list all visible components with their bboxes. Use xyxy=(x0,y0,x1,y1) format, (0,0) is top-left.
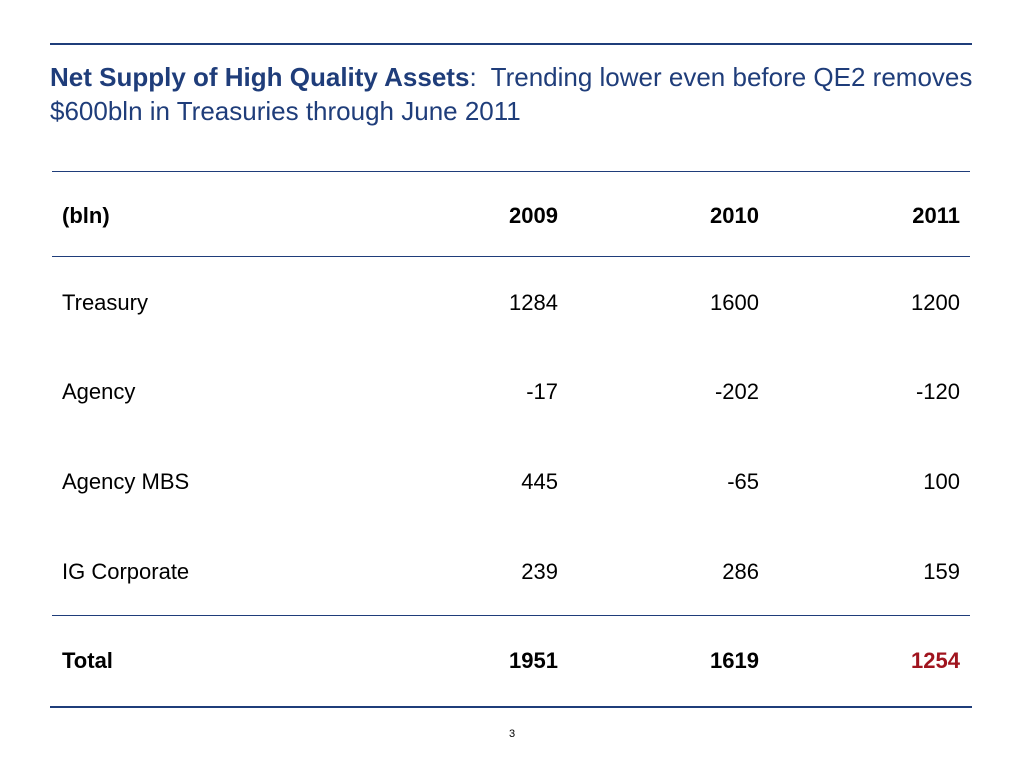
total-top-rule xyxy=(52,615,970,616)
table-row-treasury: Treasury 1284 1600 1200 xyxy=(52,283,970,323)
header-year-2011: 2011 xyxy=(912,203,960,228)
top-rule xyxy=(50,43,972,45)
row-value-2011: 159 xyxy=(923,559,960,584)
table-header-row: (bln) 2009 2010 2011 xyxy=(52,196,970,236)
title-bold-part: Net Supply of High Quality Assets xyxy=(50,62,470,92)
header-year-2010: 2010 xyxy=(710,203,759,228)
header-bottom-rule xyxy=(52,256,970,257)
table-top-rule xyxy=(52,171,970,172)
bottom-rule xyxy=(50,706,972,708)
row-value-2011: 1200 xyxy=(911,290,960,315)
row-label: Treasury xyxy=(62,290,148,315)
title-separator: : xyxy=(469,62,477,92)
title-rest: Trending lower even before QE2 removes $… xyxy=(50,62,973,126)
row-value-2011: -120 xyxy=(915,379,960,404)
row-value-2009: -17 xyxy=(526,379,558,404)
total-value-2010: 1619 xyxy=(710,648,759,673)
table-row-total: Total 1951 1619 1254 xyxy=(52,641,970,681)
row-value-2010: 1600 xyxy=(710,290,759,315)
header-year-2009: 2009 xyxy=(509,203,558,228)
row-value-2011: 100 xyxy=(923,469,960,494)
row-value-2010: 286 xyxy=(722,559,759,584)
table-row-agency: Agency -17 -202 -120 xyxy=(52,372,970,412)
row-value-2009: 1284 xyxy=(509,290,558,315)
page-number: 3 xyxy=(508,728,516,740)
row-label: Agency MBS xyxy=(62,469,190,494)
table-row-ig-corporate: IG Corporate 239 286 159 xyxy=(52,552,970,592)
table-row-agency-mbs: Agency MBS 445 -65 100 xyxy=(52,462,970,502)
header-label: (bln) xyxy=(62,203,110,228)
slide-title: Net Supply of High Quality Assets: Trend… xyxy=(50,60,980,128)
total-label: Total xyxy=(62,648,113,673)
row-value-2009: 445 xyxy=(521,469,558,494)
row-label: Agency xyxy=(62,379,136,404)
total-value-2011: 1254 xyxy=(911,648,960,673)
row-value-2010: -65 xyxy=(727,469,759,494)
row-label: IG Corporate xyxy=(62,559,190,584)
total-value-2009: 1951 xyxy=(509,648,558,673)
row-value-2010: -202 xyxy=(714,379,759,404)
row-value-2009: 239 xyxy=(521,559,558,584)
